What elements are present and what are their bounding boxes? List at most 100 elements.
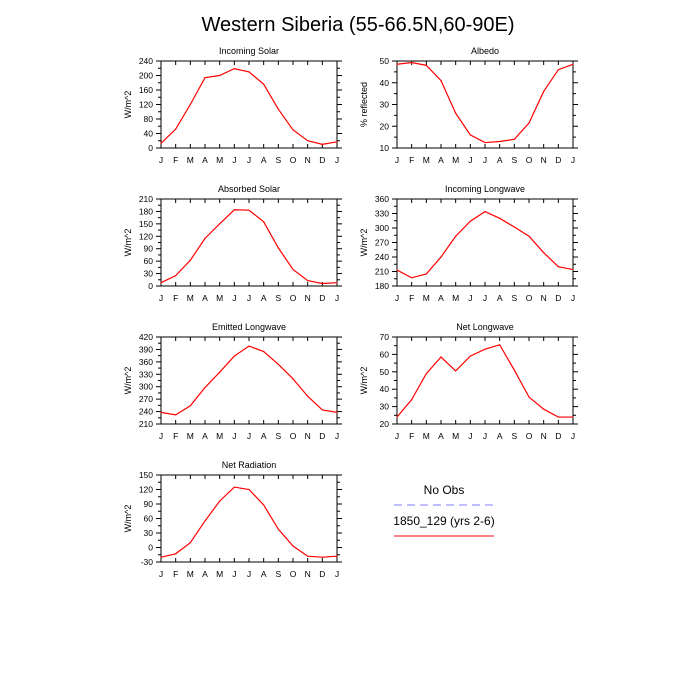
y-tick-label: 210: [139, 419, 153, 429]
data-point: [543, 90, 545, 93]
x-tick-label: F: [173, 293, 178, 303]
data-point: [263, 350, 265, 353]
x-tick-label: O: [290, 431, 297, 441]
data-point: [277, 108, 279, 110]
x-tick-label: J: [468, 431, 472, 441]
y-tick-label: 120: [139, 231, 153, 241]
y-tick-label: 60: [144, 256, 154, 266]
x-tick-label: A: [261, 293, 267, 303]
data-point: [175, 414, 177, 416]
plot-frame: [160, 60, 338, 149]
data-point: [307, 280, 309, 282]
legend-model-label: 1850_129 (yrs 2-6): [393, 514, 494, 528]
data-point: [396, 63, 398, 65]
x-tick-label: J: [232, 155, 236, 165]
data-point: [233, 68, 235, 70]
data-point: [277, 363, 279, 365]
y-tick-label: 240: [139, 56, 153, 66]
panel-title: Absorbed Solar: [218, 184, 280, 194]
data-point: [321, 556, 323, 558]
data-point: [499, 344, 501, 346]
data-point: [484, 348, 486, 350]
data-point: [528, 396, 530, 398]
data-point: [336, 282, 338, 284]
data-point: [292, 129, 294, 131]
x-tick-label: N: [305, 569, 311, 579]
data-point: [396, 269, 398, 271]
x-tick-label: S: [275, 155, 281, 165]
x-tick-label: O: [526, 431, 533, 441]
x-tick-label: J: [395, 293, 399, 303]
y-tick-label: 0: [148, 281, 153, 291]
x-tick-label: S: [511, 431, 517, 441]
x-tick-label: N: [305, 293, 311, 303]
y-tick-label: 30: [380, 402, 390, 412]
x-tick-label: O: [290, 569, 297, 579]
x-tick-label: A: [497, 293, 503, 303]
x-tick-label: J: [159, 155, 163, 165]
data-point: [219, 371, 221, 373]
plot-frame: [160, 198, 338, 287]
data-point: [233, 209, 235, 211]
data-point: [263, 504, 265, 506]
y-tick-label: 80: [144, 114, 154, 124]
plot-frame: [160, 474, 338, 563]
x-tick-label: N: [305, 155, 311, 165]
data-point: [484, 141, 486, 144]
data-point: [440, 256, 442, 258]
data-point: [160, 142, 162, 144]
data-point: [263, 83, 265, 85]
x-tick-label: A: [202, 431, 208, 441]
x-tick-label: A: [261, 155, 267, 165]
x-tick-label: F: [173, 569, 178, 579]
x-tick-label: M: [452, 155, 459, 165]
x-tick-label: D: [319, 431, 325, 441]
y-tick-label: 20: [380, 419, 390, 429]
data-point: [292, 545, 294, 547]
y-tick-label: 30: [144, 269, 154, 279]
data-point: [455, 370, 457, 372]
legend: No Obs 1850_129 (yrs 2-6): [393, 483, 495, 537]
panel-title: Net Longwave: [456, 322, 514, 332]
y-tick-label: 90: [144, 499, 154, 509]
x-tick-label: J: [571, 293, 575, 303]
y-tick-label: 330: [139, 369, 153, 379]
x-tick-label: O: [526, 293, 533, 303]
data-point: [543, 252, 545, 254]
data-point: [321, 143, 323, 145]
data-point: [219, 223, 221, 225]
y-tick-label: 270: [139, 394, 153, 404]
x-tick-label: A: [202, 293, 208, 303]
x-tick-label: J: [571, 155, 575, 165]
y-tick-label: 60: [380, 349, 390, 359]
data-point: [204, 386, 206, 389]
y-tick-label: 420: [139, 332, 153, 342]
x-tick-label: J: [159, 293, 163, 303]
panel-title: Incoming Solar: [219, 46, 279, 56]
x-tick-label: M: [452, 431, 459, 441]
panel-title: Albedo: [471, 46, 499, 56]
data-point: [292, 378, 294, 380]
y-tick-label: 160: [139, 85, 153, 95]
data-point: [277, 247, 279, 249]
data-point: [513, 369, 515, 371]
y-tick-label: -30: [141, 557, 154, 567]
x-tick-label: O: [290, 155, 297, 165]
data-point: [513, 226, 515, 228]
y-tick-label: 40: [380, 78, 390, 88]
y-tick-label: 240: [375, 252, 389, 262]
data-point: [543, 408, 545, 410]
data-point: [160, 411, 162, 413]
data-point: [469, 355, 471, 357]
data-point: [277, 528, 279, 530]
data-point: [263, 221, 265, 223]
data-point: [336, 555, 338, 557]
data-point: [248, 209, 250, 211]
plot-frame: [396, 60, 574, 149]
y-tick-label: 30: [144, 528, 154, 538]
x-tick-label: F: [409, 155, 414, 165]
series-line: [396, 344, 573, 418]
